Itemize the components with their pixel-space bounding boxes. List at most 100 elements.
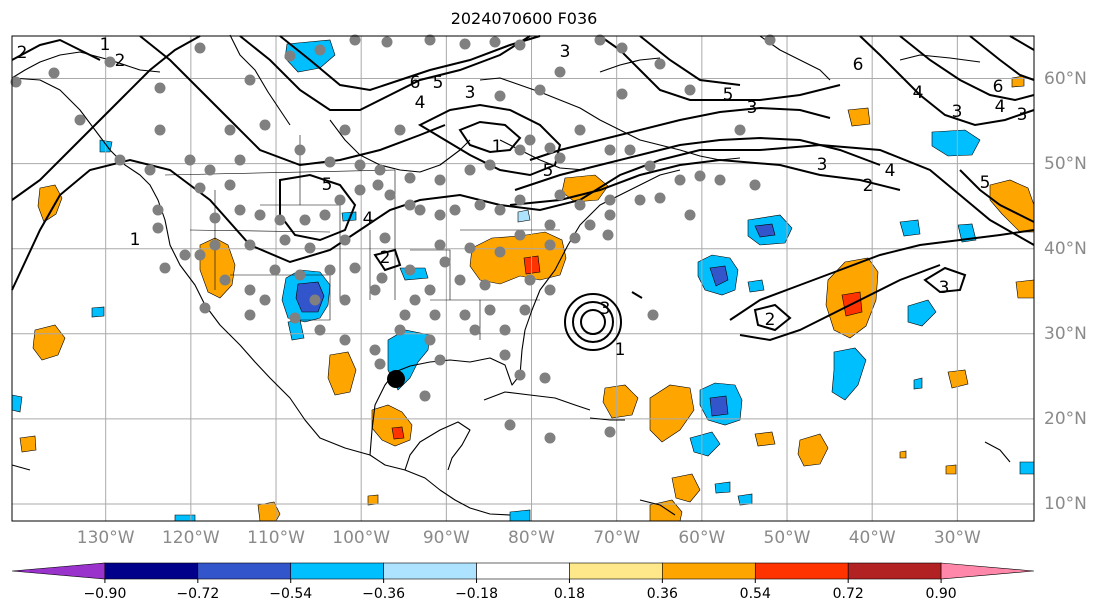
station-dot: [209, 239, 221, 251]
latitude-label: 50°N: [1044, 153, 1087, 174]
station-dot: [244, 74, 256, 86]
station-dot: [419, 390, 431, 402]
latitude-label: 10°N: [1044, 493, 1087, 514]
station-dot: [234, 204, 246, 216]
station-dot: [604, 209, 616, 221]
contour-label: 4: [995, 97, 1006, 117]
station-dot: [554, 66, 566, 78]
station-dot: [369, 344, 381, 356]
station-dot: [179, 249, 191, 261]
colorbar-tick-label: −0.18: [455, 586, 498, 602]
contour-label: 5: [543, 161, 554, 181]
contour-label: 6: [993, 77, 1004, 97]
station-dot: [339, 334, 351, 346]
contour-label: 1: [615, 340, 626, 360]
station-dot: [194, 182, 206, 194]
station-dot: [424, 284, 436, 296]
station-dot: [74, 114, 86, 126]
station-dot: [764, 34, 776, 46]
station-dot: [244, 284, 256, 296]
colorbar-tick-label: 0.36: [646, 586, 678, 602]
station-dot: [199, 302, 211, 314]
station-dot: [394, 324, 406, 336]
station-dot: [404, 264, 416, 276]
contour-label: 1: [492, 137, 503, 157]
contour-label: 2: [863, 176, 874, 196]
station-dot: [594, 34, 606, 46]
latitude-label: 60°N: [1044, 68, 1087, 89]
station-dot: [376, 272, 388, 284]
station-dot: [514, 229, 526, 241]
longitude-label: 40°W: [848, 528, 896, 548]
station-dot: [159, 262, 171, 274]
station-dot: [409, 294, 421, 306]
longitude-label: 50°W: [763, 528, 811, 548]
map-frame: [11, 35, 1035, 522]
contour-label: 3: [747, 98, 758, 118]
station-dot: [299, 214, 311, 226]
contour-label: 3: [600, 299, 611, 319]
station-dot: [484, 159, 496, 171]
contour-labels: 1 2 2 3 6 5 4 3 1 5 5 4 1 2 3 1 5 3 3 2 …: [17, 35, 1028, 360]
station-dot: [734, 124, 746, 136]
contour-label: 3: [817, 155, 828, 175]
station-dot: [424, 334, 436, 346]
station-dot: [694, 170, 706, 182]
colorbar-tick-label: 0.72: [832, 586, 864, 602]
station-dot: [714, 174, 726, 186]
station-dot: [144, 164, 156, 176]
station-dot: [204, 164, 216, 176]
colorbar-segment: [383, 562, 477, 580]
station-dot: [349, 262, 361, 274]
map-title: 2024070600 F036: [450, 9, 598, 28]
station-dot: [439, 256, 451, 268]
station-dot: [294, 269, 306, 281]
station-dot: [554, 152, 566, 164]
station-dot: [474, 199, 486, 211]
station-dot: [514, 144, 526, 156]
station-dot: [524, 274, 536, 286]
station-dot: [414, 204, 426, 216]
station-dot: [424, 34, 436, 46]
station-dot: [544, 432, 556, 444]
station-dot: [504, 419, 516, 431]
station-markers: [10, 34, 776, 444]
station-dot: [324, 264, 336, 276]
station-dot: [434, 239, 446, 251]
longitude-label: 130°W: [76, 528, 135, 548]
contour-label: 3: [560, 42, 571, 62]
station-dot: [459, 309, 471, 321]
station-dot: [152, 204, 164, 216]
station-dot: [319, 209, 331, 221]
colorbar-segment: [754, 562, 849, 580]
contour-label: 3: [952, 102, 963, 122]
station-dot: [554, 189, 566, 201]
station-dot: [514, 369, 526, 381]
station-dot: [244, 239, 256, 251]
colorbar-tick-label: 0.54: [739, 586, 771, 602]
station-dot: [584, 219, 596, 231]
longitude-label: 120°W: [161, 528, 220, 548]
station-dot: [404, 172, 416, 184]
station-dot: [494, 90, 506, 102]
longitude-label: 70°W: [593, 528, 641, 548]
colorbar-segment: [104, 562, 199, 580]
station-dot: [569, 232, 581, 244]
station-dot: [624, 144, 636, 156]
contour-label: 4: [885, 161, 896, 181]
station-dot: [494, 246, 506, 258]
station-dot: [654, 58, 666, 70]
contour-label: 5: [322, 175, 333, 195]
colorbar-tick-label: −0.36: [362, 586, 406, 602]
station-dot: [634, 194, 646, 206]
colorbar-segment: [476, 562, 570, 580]
station-dot: [369, 284, 381, 296]
station-dot: [544, 284, 556, 296]
station-dot: [219, 274, 231, 286]
longitude-label: 110°W: [247, 528, 305, 548]
contour-label: 5: [433, 73, 444, 93]
station-dot: [154, 124, 166, 136]
colorbar-segment: [569, 562, 663, 580]
latitude-label: 20°N: [1044, 408, 1087, 429]
